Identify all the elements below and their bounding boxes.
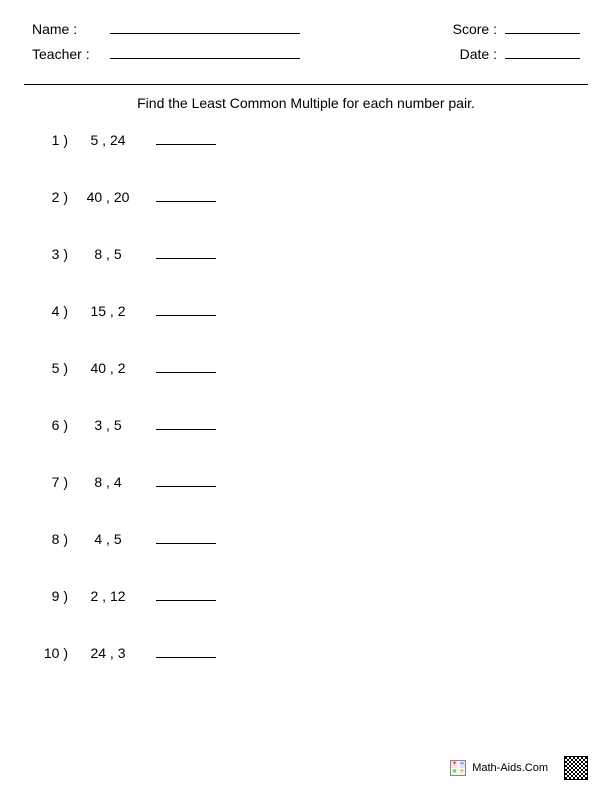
header-row-2: Teacher : Date : [32, 45, 580, 62]
name-input-line[interactable] [110, 20, 300, 34]
date-label: Date : [460, 46, 497, 62]
date-field: Date : [460, 45, 580, 62]
problem-value-b: 3 [118, 645, 126, 661]
problem-value-a: 2 [90, 588, 98, 604]
answer-input-line[interactable] [156, 530, 216, 544]
problem-number: 5 ) [36, 360, 72, 376]
problem-row: 1 ) 5 , 24 [36, 131, 612, 148]
problem-value-b: 5 [114, 531, 122, 547]
name-field: Name : [32, 20, 300, 37]
answer-input-line[interactable] [156, 587, 216, 601]
problem-number: 3 ) [36, 246, 72, 262]
problem-value-b: 4 [114, 474, 122, 490]
problems-list: 1 ) 5 , 24 2 ) 40 , 20 3 ) 8 , 5 4 ) 15 … [0, 131, 612, 661]
problem-value-a: 8 [94, 246, 102, 262]
answer-input-line[interactable] [156, 131, 216, 145]
problem-pair: 2 , 12 [72, 588, 144, 604]
problem-pair: 24 , 3 [72, 645, 144, 661]
problem-number: 9 ) [36, 588, 72, 604]
problem-number: 6 ) [36, 417, 72, 433]
qr-code-icon [564, 756, 588, 780]
problem-pair: 3 , 5 [72, 417, 144, 433]
worksheet-header: Name : Score : Teacher : Date : [0, 0, 612, 78]
problem-pair: 40 , 2 [72, 360, 144, 376]
worksheet-footer: +−×÷ Math-Aids.Com [450, 756, 588, 780]
problem-row: 9 ) 2 , 12 [36, 587, 612, 604]
problem-row: 5 ) 40 , 2 [36, 359, 612, 376]
problem-number: 4 ) [36, 303, 72, 319]
problem-value-a: 24 [90, 645, 106, 661]
problem-value-b: 5 [114, 246, 122, 262]
problem-pair: 4 , 5 [72, 531, 144, 547]
problem-value-a: 15 [90, 303, 106, 319]
answer-input-line[interactable] [156, 473, 216, 487]
math-aids-logo-icon: +−×÷ [450, 760, 466, 776]
instruction-text: Find the Least Common Multiple for each … [0, 95, 612, 111]
problem-value-a: 40 [90, 360, 106, 376]
score-input-line[interactable] [505, 20, 580, 34]
score-label: Score : [453, 21, 497, 37]
problem-number: 7 ) [36, 474, 72, 490]
problem-number: 2 ) [36, 189, 72, 205]
score-field: Score : [453, 20, 580, 37]
header-divider [24, 84, 588, 85]
problem-value-a: 8 [94, 474, 102, 490]
footer-site-text: Math-Aids.Com [472, 762, 548, 774]
problem-pair: 8 , 5 [72, 246, 144, 262]
problem-row: 6 ) 3 , 5 [36, 416, 612, 433]
answer-input-line[interactable] [156, 245, 216, 259]
problem-row: 2 ) 40 , 20 [36, 188, 612, 205]
name-label: Name : [32, 21, 102, 37]
teacher-field: Teacher : [32, 45, 300, 62]
problem-value-a: 4 [94, 531, 102, 547]
problem-pair: 15 , 2 [72, 303, 144, 319]
problem-row: 8 ) 4 , 5 [36, 530, 612, 547]
problem-value-b: 5 [114, 417, 122, 433]
problem-value-a: 40 [87, 189, 103, 205]
problem-value-b: 20 [114, 189, 130, 205]
problem-pair: 8 , 4 [72, 474, 144, 490]
teacher-input-line[interactable] [110, 45, 300, 59]
problem-number: 8 ) [36, 531, 72, 547]
answer-input-line[interactable] [156, 188, 216, 202]
teacher-label: Teacher : [32, 46, 102, 62]
problem-row: 10 ) 24 , 3 [36, 644, 612, 661]
problem-number: 1 ) [36, 132, 72, 148]
answer-input-line[interactable] [156, 359, 216, 373]
answer-input-line[interactable] [156, 644, 216, 658]
problem-row: 4 ) 15 , 2 [36, 302, 612, 319]
answer-input-line[interactable] [156, 302, 216, 316]
problem-pair: 5 , 24 [72, 132, 144, 148]
problem-value-a: 3 [94, 417, 102, 433]
problem-value-b: 24 [110, 132, 126, 148]
answer-input-line[interactable] [156, 416, 216, 430]
problem-row: 3 ) 8 , 5 [36, 245, 612, 262]
problem-value-b: 2 [118, 303, 126, 319]
header-row-1: Name : Score : [32, 20, 580, 37]
problem-value-b: 2 [118, 360, 126, 376]
problem-value-b: 12 [110, 588, 126, 604]
problem-value-a: 5 [90, 132, 98, 148]
problem-pair: 40 , 20 [72, 189, 144, 205]
date-input-line[interactable] [505, 45, 580, 59]
problem-row: 7 ) 8 , 4 [36, 473, 612, 490]
problem-number: 10 ) [36, 645, 72, 661]
